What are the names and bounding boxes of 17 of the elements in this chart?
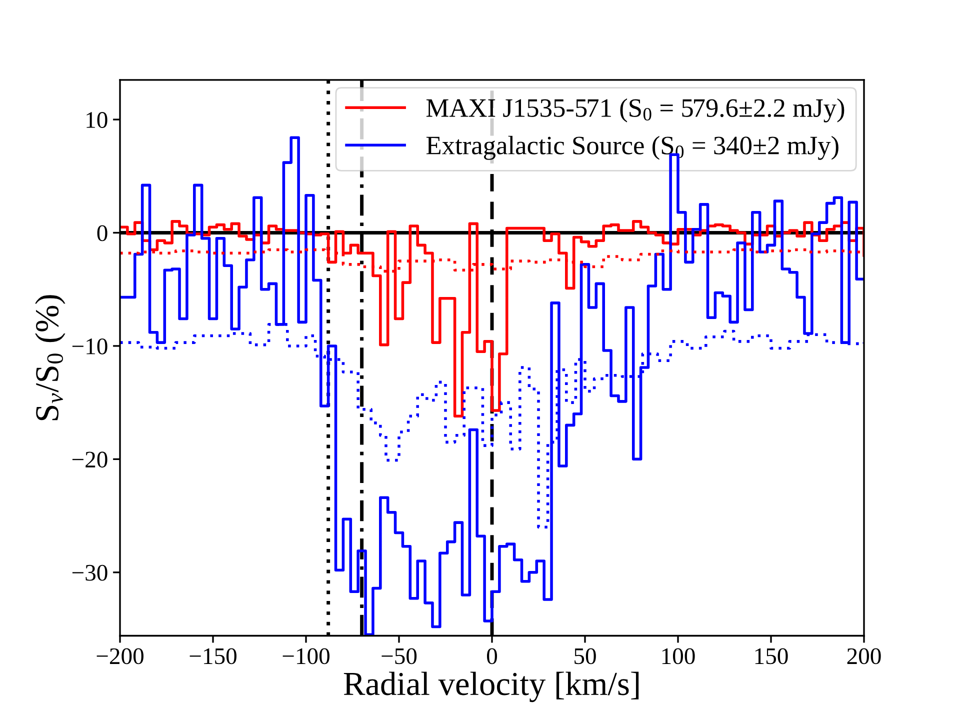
y-tick-label: −10 [72, 338, 108, 354]
x-tick-label: −100 [282, 648, 330, 664]
x-tick-label: 150 [755, 648, 788, 664]
y-tick-label: 10 [86, 112, 108, 128]
x-tick-label: 0 [486, 648, 498, 664]
x-tick-label: −150 [190, 648, 236, 664]
x-axis-title: Radial velocity [km/s] [344, 672, 639, 702]
x-tick-label: 200 [847, 648, 881, 664]
x-tick-label: −50 [382, 648, 417, 664]
x-tick-label: 50 [574, 648, 596, 664]
y-tick-label: 0 [97, 225, 108, 242]
y-axis-title: S$_{ν}$/S$_{0}$ (%) [35, 295, 66, 420]
y-tick-label: −20 [72, 452, 108, 468]
legend-label: MAXI J1535-571 (S$_{0}$ = 579.6±2.2 mJy) [426, 98, 844, 122]
x-tick-label: 100 [662, 648, 695, 664]
x-tick-label: −200 [96, 648, 144, 664]
y-tick-label: −30 [72, 564, 108, 581]
